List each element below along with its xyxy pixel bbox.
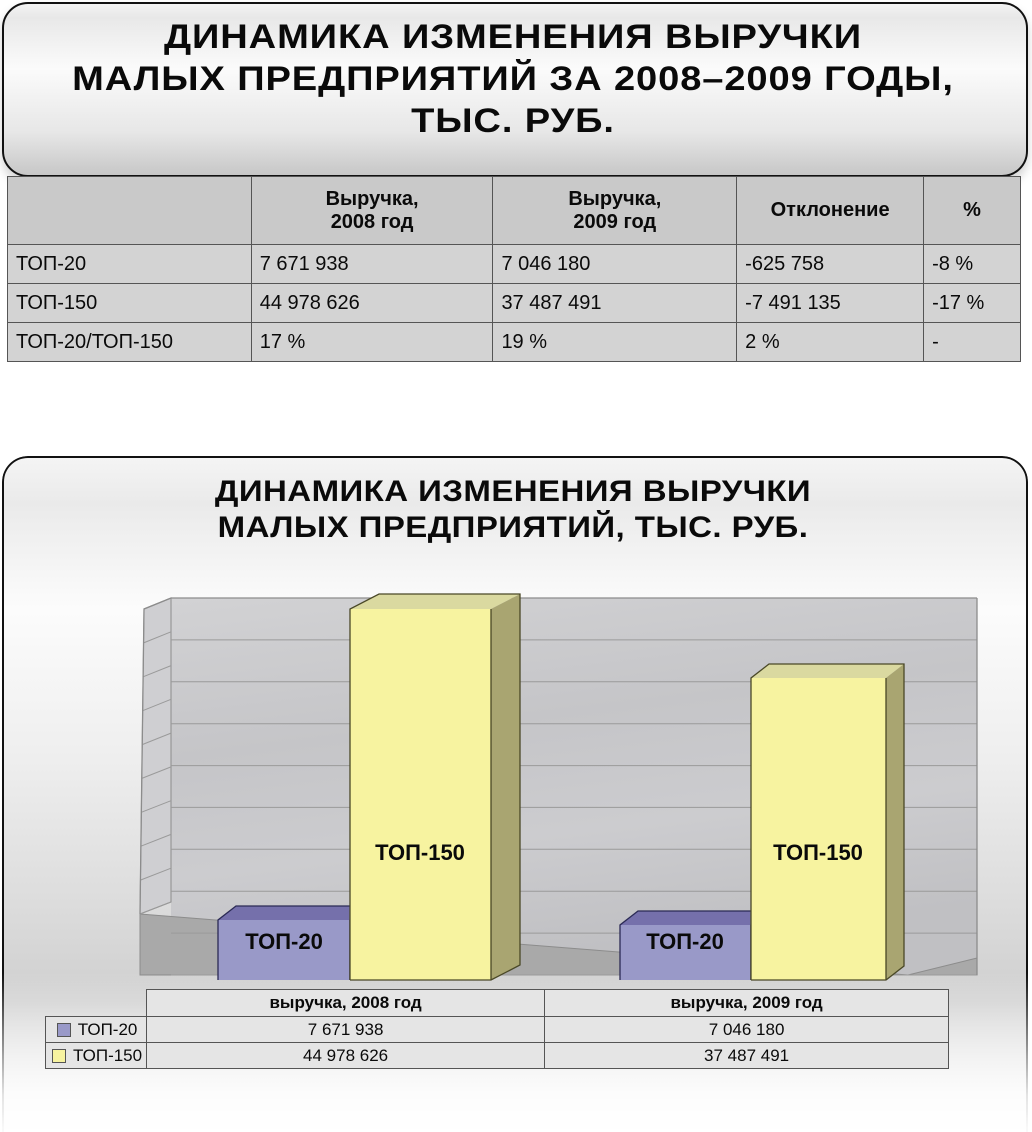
- svg-text:ТОП-150: ТОП-150: [375, 840, 465, 865]
- svg-text:ТОП-20: ТОП-20: [245, 929, 323, 954]
- svg-text:ТОП-150: ТОП-150: [773, 840, 863, 865]
- svg-text:ТОП-20: ТОП-20: [646, 929, 724, 954]
